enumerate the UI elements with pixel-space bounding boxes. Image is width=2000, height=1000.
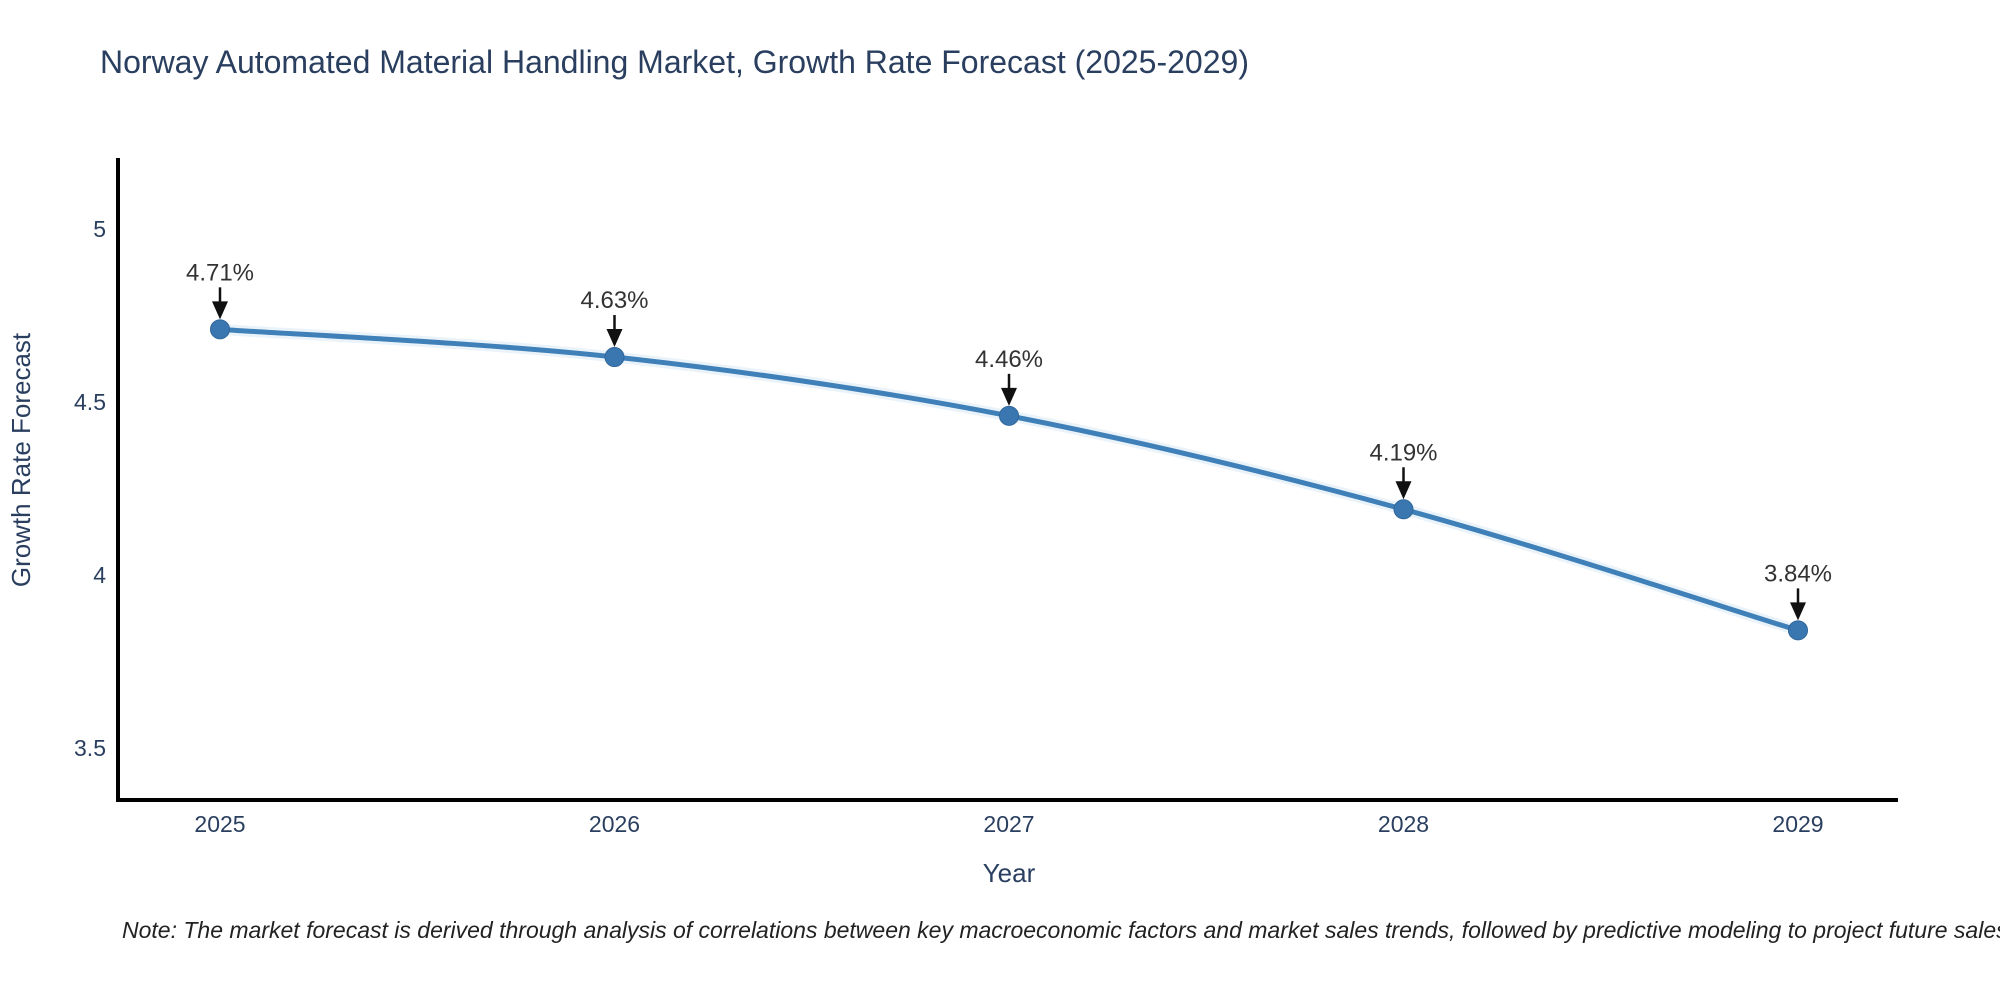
y-tick-label: 5 — [93, 216, 106, 242]
data-point-marker — [604, 347, 625, 368]
annotation-arrow-head — [1395, 481, 1412, 500]
annotation-label: 4.46% — [975, 346, 1043, 373]
y-tick-label: 4 — [93, 562, 106, 588]
x-tick-label: 2028 — [1378, 811, 1429, 837]
annotation-label: 4.63% — [580, 287, 648, 314]
annotation-arrow-head — [212, 301, 228, 320]
x-tick-label: 2027 — [983, 811, 1034, 837]
annotation-label: 4.71% — [186, 259, 254, 286]
data-point-marker — [999, 405, 1019, 426]
data-point-marker — [1393, 499, 1414, 520]
annotation-arrow-head — [1790, 602, 1806, 621]
footnote: Note: The market forecast is derived thr… — [122, 917, 2000, 943]
chart-title: Norway Automated Material Handling Marke… — [100, 44, 1249, 80]
x-tick-label: 2029 — [1772, 811, 1823, 837]
annotation-arrow-head — [1001, 387, 1017, 406]
annotation-label: 3.84% — [1764, 560, 1832, 587]
y-tick-label: 4.5 — [74, 389, 106, 415]
annotation-arrow-head — [606, 329, 623, 348]
x-tick-label: 2026 — [589, 811, 640, 837]
annotation-label: 4.19% — [1369, 439, 1437, 466]
x-tick-label: 2025 — [194, 811, 245, 837]
data-point-marker — [210, 319, 230, 340]
y-axis-title: Growth Rate Forecast — [6, 332, 36, 587]
data-point-marker — [1788, 620, 1808, 641]
y-tick-label: 3.5 — [74, 735, 106, 761]
x-axis-title: Year — [983, 858, 1036, 888]
